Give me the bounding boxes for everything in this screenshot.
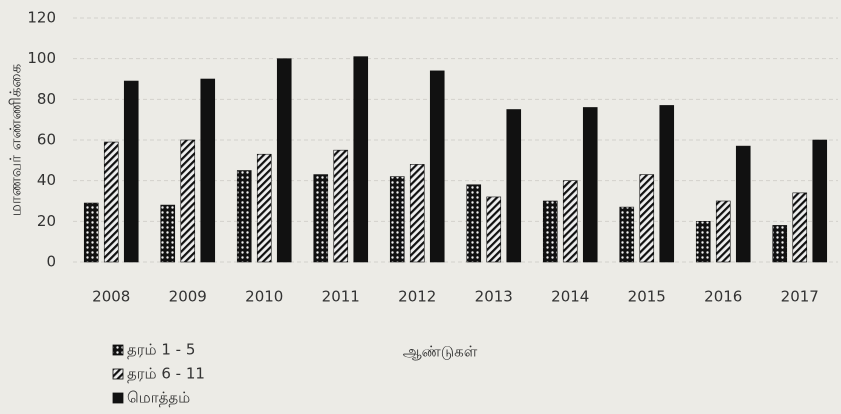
bar [236, 170, 252, 263]
x-axis-label: ஆண்டுகள் [403, 343, 478, 361]
bar [200, 78, 216, 263]
bar [180, 139, 196, 263]
bar [256, 153, 272, 263]
bar [389, 176, 405, 263]
bar [353, 56, 369, 263]
y-tick-label: 120 [27, 9, 56, 27]
bar [506, 109, 522, 263]
bar [582, 107, 598, 263]
bar [695, 221, 711, 263]
x-tick-label: 2013 [475, 288, 513, 306]
legend-swatch [112, 368, 124, 380]
bar [542, 200, 558, 263]
x-tick-label: 2014 [551, 288, 589, 306]
x-tick-label: 2011 [322, 288, 360, 306]
x-tick-label: 2015 [628, 288, 666, 306]
y-tick-label: 80 [37, 90, 56, 108]
x-tick-label: 2010 [245, 288, 283, 306]
bar [772, 225, 788, 263]
bar [409, 164, 425, 263]
x-tick-label: 2016 [704, 288, 742, 306]
bar [160, 204, 176, 263]
bar [619, 206, 635, 263]
legend-label: தரம் 6 - 11 [127, 365, 205, 383]
bar [429, 70, 445, 263]
y-tick-label: 60 [37, 131, 56, 149]
x-tick-label: 2012 [398, 288, 436, 306]
bar [792, 192, 808, 263]
legend-label: மொத்தம் [127, 389, 190, 407]
bar [639, 174, 655, 263]
bar [313, 174, 329, 263]
y-tick-label: 0 [46, 253, 56, 271]
bar [715, 200, 731, 263]
legend-swatch [112, 392, 124, 404]
bar [466, 184, 482, 263]
y-tick-label: 100 [27, 49, 56, 67]
bar [83, 202, 99, 263]
bar [333, 149, 349, 263]
legend-swatch [112, 344, 124, 356]
bar [562, 180, 578, 263]
legend-label: தரம் 1 - 5 [127, 341, 195, 359]
bar [659, 105, 675, 263]
x-tick-label: 2008 [92, 288, 130, 306]
bar [486, 196, 502, 263]
bar [276, 58, 292, 263]
y-tick-label: 20 [37, 212, 56, 230]
x-tick-label: 2017 [781, 288, 819, 306]
y-tick-label: 40 [37, 171, 56, 189]
y-axis-label: மாணவர் எண்ணிக்கை [7, 64, 25, 216]
bar [735, 145, 751, 263]
bar [123, 80, 139, 263]
x-tick-label: 2009 [169, 288, 207, 306]
bar [812, 139, 828, 263]
bar [103, 141, 119, 263]
